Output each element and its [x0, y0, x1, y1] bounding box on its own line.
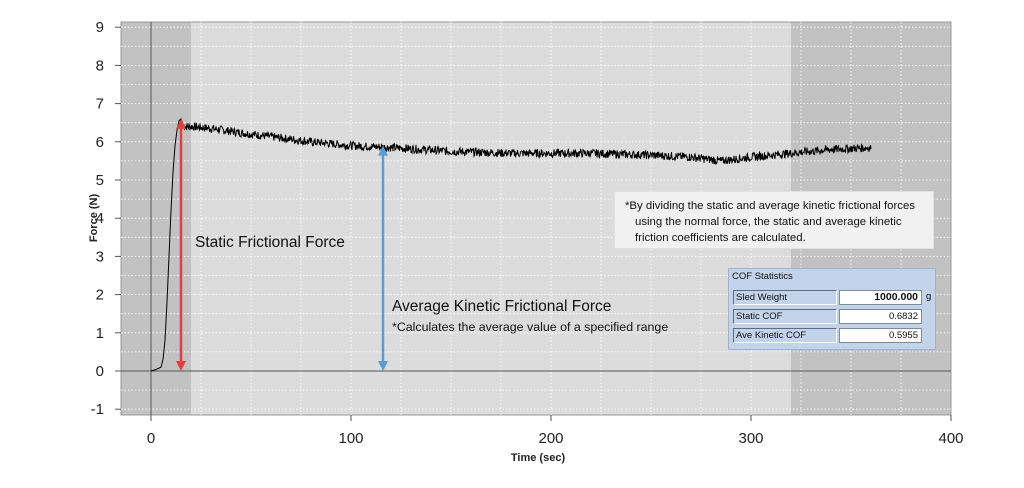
note-line-2: using the normal force, the static and a… [635, 216, 902, 228]
annotation-arrows [176, 118, 388, 371]
y-axis-title: Force (N) [88, 194, 100, 243]
y-tick-label: 9 [96, 19, 104, 36]
kinetic-force-arrow [378, 145, 388, 371]
sled-weight-field[interactable]: 1000.000 [839, 290, 922, 305]
note-line-1: *By dividing the static and average kine… [625, 200, 915, 212]
x-tick-label: 0 [147, 430, 155, 447]
static-force-label: Static Frictional Force [195, 234, 345, 251]
y-tick-label: 8 [96, 57, 104, 74]
force-trace [150, 117, 872, 372]
cof-statistics-panel: COF Statistics Sled Weight 1000.000 g St… [728, 268, 936, 350]
static-cof-label: Static COF [733, 309, 837, 324]
y-tick-label: 5 [96, 172, 104, 189]
sled-weight-label: Sled Weight [733, 290, 837, 305]
note-line-3: friction coefficients are calculated. [635, 232, 806, 244]
sled-weight-unit: g [926, 291, 932, 302]
y-tick-label: 7 [96, 96, 104, 113]
kinetic-cof-label: Ave Kinetic COF [733, 328, 837, 343]
x-tick-label: 300 [738, 430, 763, 447]
x-tick-label: 100 [338, 430, 363, 447]
y-tick-label: 6 [96, 134, 104, 151]
x-axis-title: Time (sec) [511, 452, 566, 464]
y-tick-label: 2 [96, 287, 104, 304]
y-tick-label: 0 [96, 363, 104, 380]
x-tick-labels: 0 100 200 300 400 [147, 415, 964, 447]
x-tick-label: 400 [938, 430, 963, 447]
y-tick-labels: -1 0 1 2 3 4 5 6 7 8 9 [91, 19, 121, 418]
explanation-note: *By dividing the static and average kine… [614, 191, 934, 249]
kinetic-force-label: Average Kinetic Frictional Force [392, 298, 611, 315]
y-tick-label: 3 [96, 248, 104, 265]
series-layer [150, 117, 872, 372]
y-tick-label: -1 [91, 401, 104, 418]
y-tick-label: 1 [96, 325, 104, 342]
kinetic-force-subtext: *Calculates the average value of a speci… [392, 320, 668, 334]
x-tick-label: 200 [538, 430, 563, 447]
y-tick-label: 4 [96, 210, 104, 227]
kinetic-cof-field[interactable]: 0.5955 [839, 328, 922, 343]
cof-panel-title: COF Statistics [732, 271, 793, 282]
static-force-arrow [176, 118, 186, 371]
static-cof-field[interactable]: 0.6832 [839, 309, 922, 324]
